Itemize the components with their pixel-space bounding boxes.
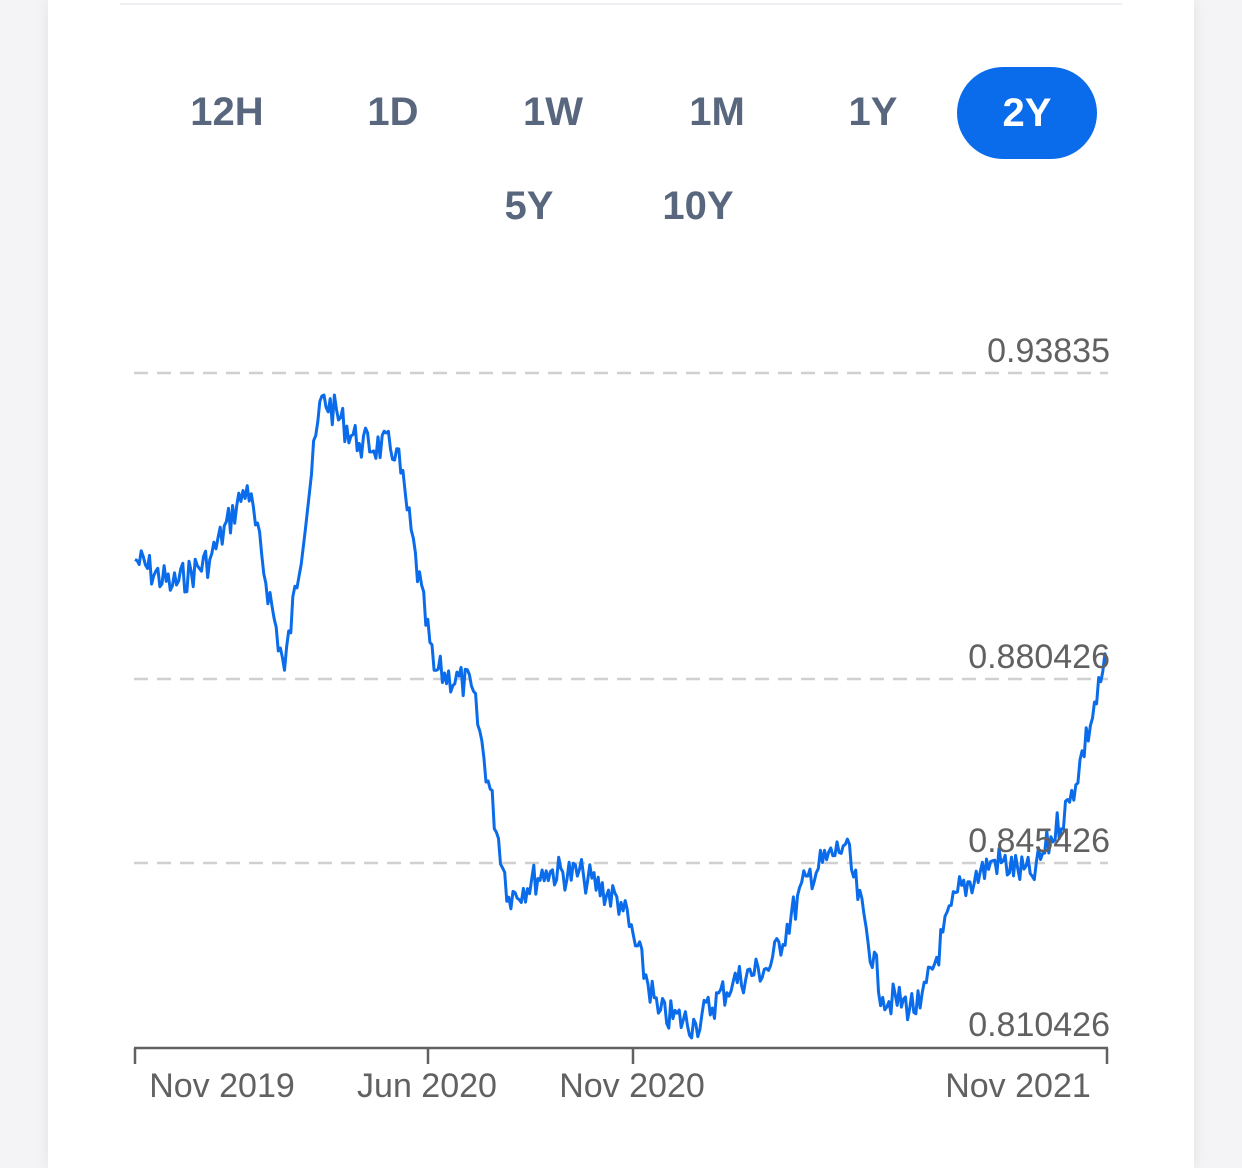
- x-axis: Nov 2019 Jun 2020 Nov 2020 Nov 2021: [133, 1046, 1109, 1105]
- y-tick-label: 0.810426: [968, 1006, 1110, 1044]
- series-group: [134, 393, 1109, 1040]
- range-button-1y[interactable]: 1Y: [848, 90, 898, 134]
- range-button-12h[interactable]: 12H: [190, 90, 264, 134]
- range-button-1d[interactable]: 1D: [367, 90, 419, 134]
- x-tick-label: Nov 2021: [945, 1067, 1091, 1105]
- gridlines: [134, 371, 1108, 865]
- x-tick-label: Nov 2020: [559, 1067, 705, 1105]
- divider: [120, 3, 1122, 5]
- range-button-2y[interactable]: 2Y: [957, 67, 1097, 159]
- y-axis-labels: 0.93835 0.880426 0.845426 0.810426: [968, 332, 1110, 1044]
- y-tick-label: 0.93835: [987, 332, 1110, 370]
- y-tick-label: 0.845426: [968, 822, 1110, 860]
- chart-card: [48, 0, 1194, 1168]
- range-button-5y[interactable]: 5Y: [504, 184, 554, 228]
- range-button-1w[interactable]: 1W: [523, 90, 583, 134]
- range-button-10y[interactable]: 10Y: [662, 184, 734, 228]
- x-tick-label: Jun 2020: [357, 1067, 497, 1105]
- range-button-1m[interactable]: 1M: [689, 90, 745, 134]
- y-tick-label: 0.880426: [968, 638, 1110, 676]
- x-tick-label: Nov 2019: [149, 1067, 295, 1105]
- series-line: [134, 393, 1109, 1040]
